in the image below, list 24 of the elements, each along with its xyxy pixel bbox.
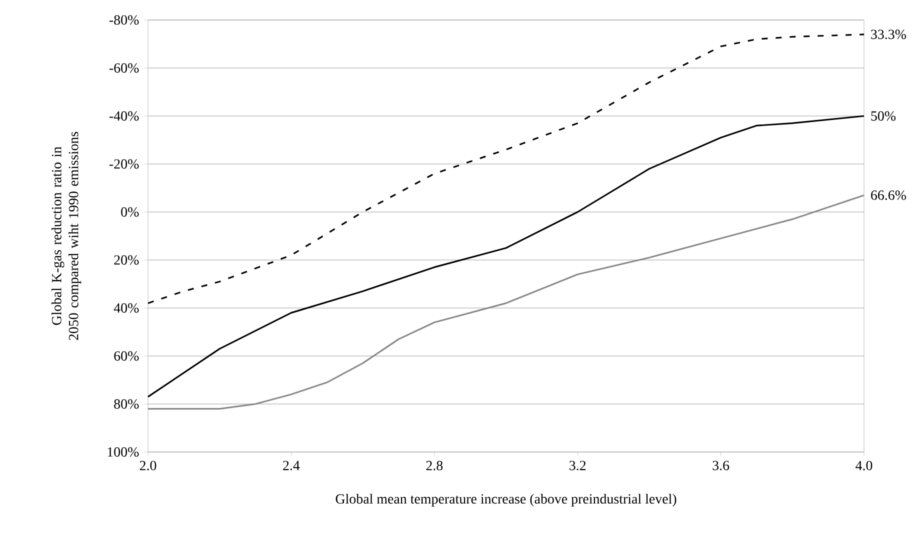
y-tick-label: 100% bbox=[108, 447, 139, 457]
line-series bbox=[147, 115, 865, 398]
series-label: 50% bbox=[871, 111, 896, 121]
y-tick-label: 20% bbox=[114, 255, 139, 265]
x-axis-title: Global mean temperature increase (above preindustrial level) bbox=[336, 494, 676, 506]
x-tick-label: 2.8 bbox=[426, 460, 443, 470]
line-series bbox=[147, 34, 865, 304]
series-label: 66.6% bbox=[871, 190, 906, 200]
x-tick-label: 2.0 bbox=[140, 460, 156, 470]
y-tick-label: 40% bbox=[114, 303, 139, 313]
y-tick-label: -60% bbox=[109, 63, 139, 73]
x-tick-label: 3.2 bbox=[570, 460, 586, 470]
series-label: 33.3% bbox=[871, 30, 906, 40]
y-tick-label: 0% bbox=[121, 207, 139, 217]
line-series bbox=[147, 194, 865, 410]
x-tick-label: 3.6 bbox=[712, 460, 730, 470]
y-tick-label: -20% bbox=[109, 159, 139, 169]
y-tick-label: -80% bbox=[109, 15, 139, 25]
x-tick-label: 4.0 bbox=[856, 460, 872, 470]
y-tick-label: -40% bbox=[109, 111, 139, 121]
y-tick-label: 80% bbox=[114, 399, 139, 409]
x-tick-label: 2.4 bbox=[283, 460, 300, 470]
y-axis-title: Global K-gas reduction ratio in 2050 compared wiht 1990 emissions bbox=[52, 132, 82, 340]
y-tick-label: 60% bbox=[114, 351, 139, 361]
